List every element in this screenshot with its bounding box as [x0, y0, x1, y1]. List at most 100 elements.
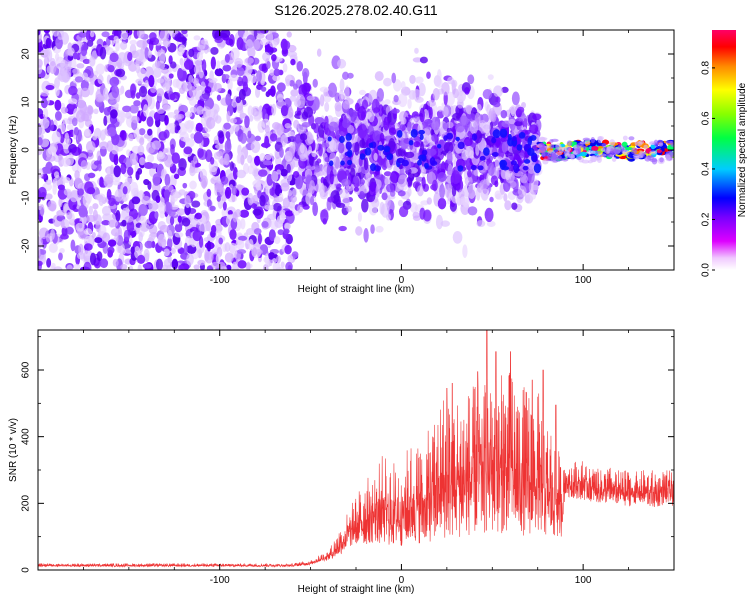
spectrogram-cell [229, 229, 237, 241]
spectrogram-cell [178, 264, 184, 270]
spectrogram-cell [250, 106, 261, 117]
spectrogram-cell [347, 149, 353, 158]
spectrogram-cell [642, 152, 647, 156]
spectrogram-cell [290, 195, 297, 203]
spectrogram-cell [155, 258, 163, 270]
spectrogram-cell [183, 146, 193, 155]
spectrogram-cell [46, 258, 52, 268]
spectrogram-cell [423, 209, 432, 222]
spectrogram-cell [359, 179, 365, 185]
spectrogram-cell [168, 73, 174, 79]
spectrogram-cell [54, 86, 60, 97]
spectrogram-cell [329, 139, 337, 152]
spectrogram-xtick-label: -100 [210, 275, 230, 286]
spectrogram-cell [511, 135, 517, 142]
spectrogram-cell [316, 48, 322, 57]
spectrogram-cell [510, 104, 516, 117]
spectrogram-cell [284, 210, 294, 217]
spectrogram-cell [318, 124, 324, 138]
spectrogram-cell [516, 144, 523, 151]
spectrogram-cell [476, 220, 486, 228]
spectrogram-cell [58, 153, 63, 161]
spectrogram-cell [95, 93, 105, 103]
spectrogram-cell [176, 125, 181, 131]
spectrogram-cell [385, 183, 395, 193]
spectrogram-cell [384, 177, 389, 186]
spectrogram-cell [174, 232, 184, 238]
spectrogram-cell [232, 123, 240, 132]
spectrogram-cell [230, 47, 240, 60]
spectrogram-cell [231, 193, 236, 203]
spectrogram-cell [163, 129, 170, 139]
spectrogram-cell [222, 74, 230, 80]
spectrogram-cell [359, 89, 366, 96]
spectrogram-cell [334, 101, 343, 112]
spectrogram-cell [164, 173, 171, 187]
colorbar-gradient [712, 30, 736, 270]
spectrogram-cell [289, 80, 295, 87]
spectrogram-cell [257, 169, 268, 177]
spectrogram-cell [138, 192, 145, 198]
spectrogram-cell [342, 71, 349, 80]
spectrogram-cell [338, 135, 345, 144]
spectrogram-cell [299, 142, 305, 154]
spectrogram-cell [413, 141, 421, 148]
spectrogram-cell [289, 95, 297, 102]
spectrogram-cell [245, 39, 254, 53]
spectrogram-cell [311, 150, 317, 158]
spectrogram-cell [124, 215, 134, 223]
spectrogram-cell [226, 264, 232, 270]
spectrogram-cell [274, 219, 283, 229]
spectrogram-cell [464, 176, 473, 187]
spectrogram-cell [212, 30, 221, 40]
spectrogram-cell [554, 147, 559, 153]
spectrogram-cell [225, 131, 231, 140]
spectrogram-cell [229, 161, 235, 172]
spectrogram-cell [225, 38, 234, 46]
snr-ticks: -100 0 100 0 200 400 600 [21, 330, 675, 586]
spectrogram-cell [101, 205, 112, 216]
spectrogram-cell [113, 165, 121, 178]
spectrogram-cell [246, 227, 256, 236]
spectrogram-cell [231, 99, 237, 108]
spectrogram-cell [211, 225, 217, 234]
spectrogram-cell [54, 110, 62, 121]
spectrogram-cell [383, 171, 392, 177]
spectrogram-cell [292, 188, 298, 197]
spectrogram-cell [38, 146, 43, 156]
spectrogram-cell [383, 77, 392, 87]
spectrogram-cell [193, 131, 204, 144]
spectrogram-cell [437, 197, 447, 210]
spectrogram-cell [371, 98, 380, 114]
spectrogram-cell [427, 99, 436, 107]
spectrogram-cell [447, 163, 453, 177]
spectrogram-cell [262, 160, 272, 166]
spectrogram-cell [239, 209, 250, 218]
spectrogram-cell [58, 252, 63, 261]
spectrogram-cell [189, 168, 196, 177]
spectrogram-cell [344, 85, 350, 100]
spectrogram-cell [470, 164, 477, 171]
spectrogram-cell [257, 233, 262, 245]
spectrogram-cell [136, 30, 145, 39]
spectrogram-cell [73, 263, 81, 270]
spectrogram-cell [63, 143, 71, 154]
spectrogram-cell [527, 164, 536, 174]
spectrogram-cell [284, 244, 292, 255]
spectrogram-cell [364, 147, 372, 156]
spectrogram-cell [170, 189, 179, 202]
spectrogram-cell [110, 228, 121, 237]
spectrogram-cell [244, 57, 254, 65]
spectrogram-cell [447, 76, 454, 85]
spectrogram-cell [375, 183, 381, 198]
spectrogram-cell [467, 74, 475, 85]
spectrogram-cell [261, 220, 269, 228]
spectrogram-cell [42, 107, 49, 119]
spectrogram-cell [345, 141, 352, 150]
spectrogram-cell [253, 228, 262, 235]
spectrogram-cell [346, 72, 354, 79]
spectrogram-cell [58, 71, 68, 83]
spectrogram-cell [45, 155, 56, 162]
spectrogram-cell [143, 104, 149, 117]
